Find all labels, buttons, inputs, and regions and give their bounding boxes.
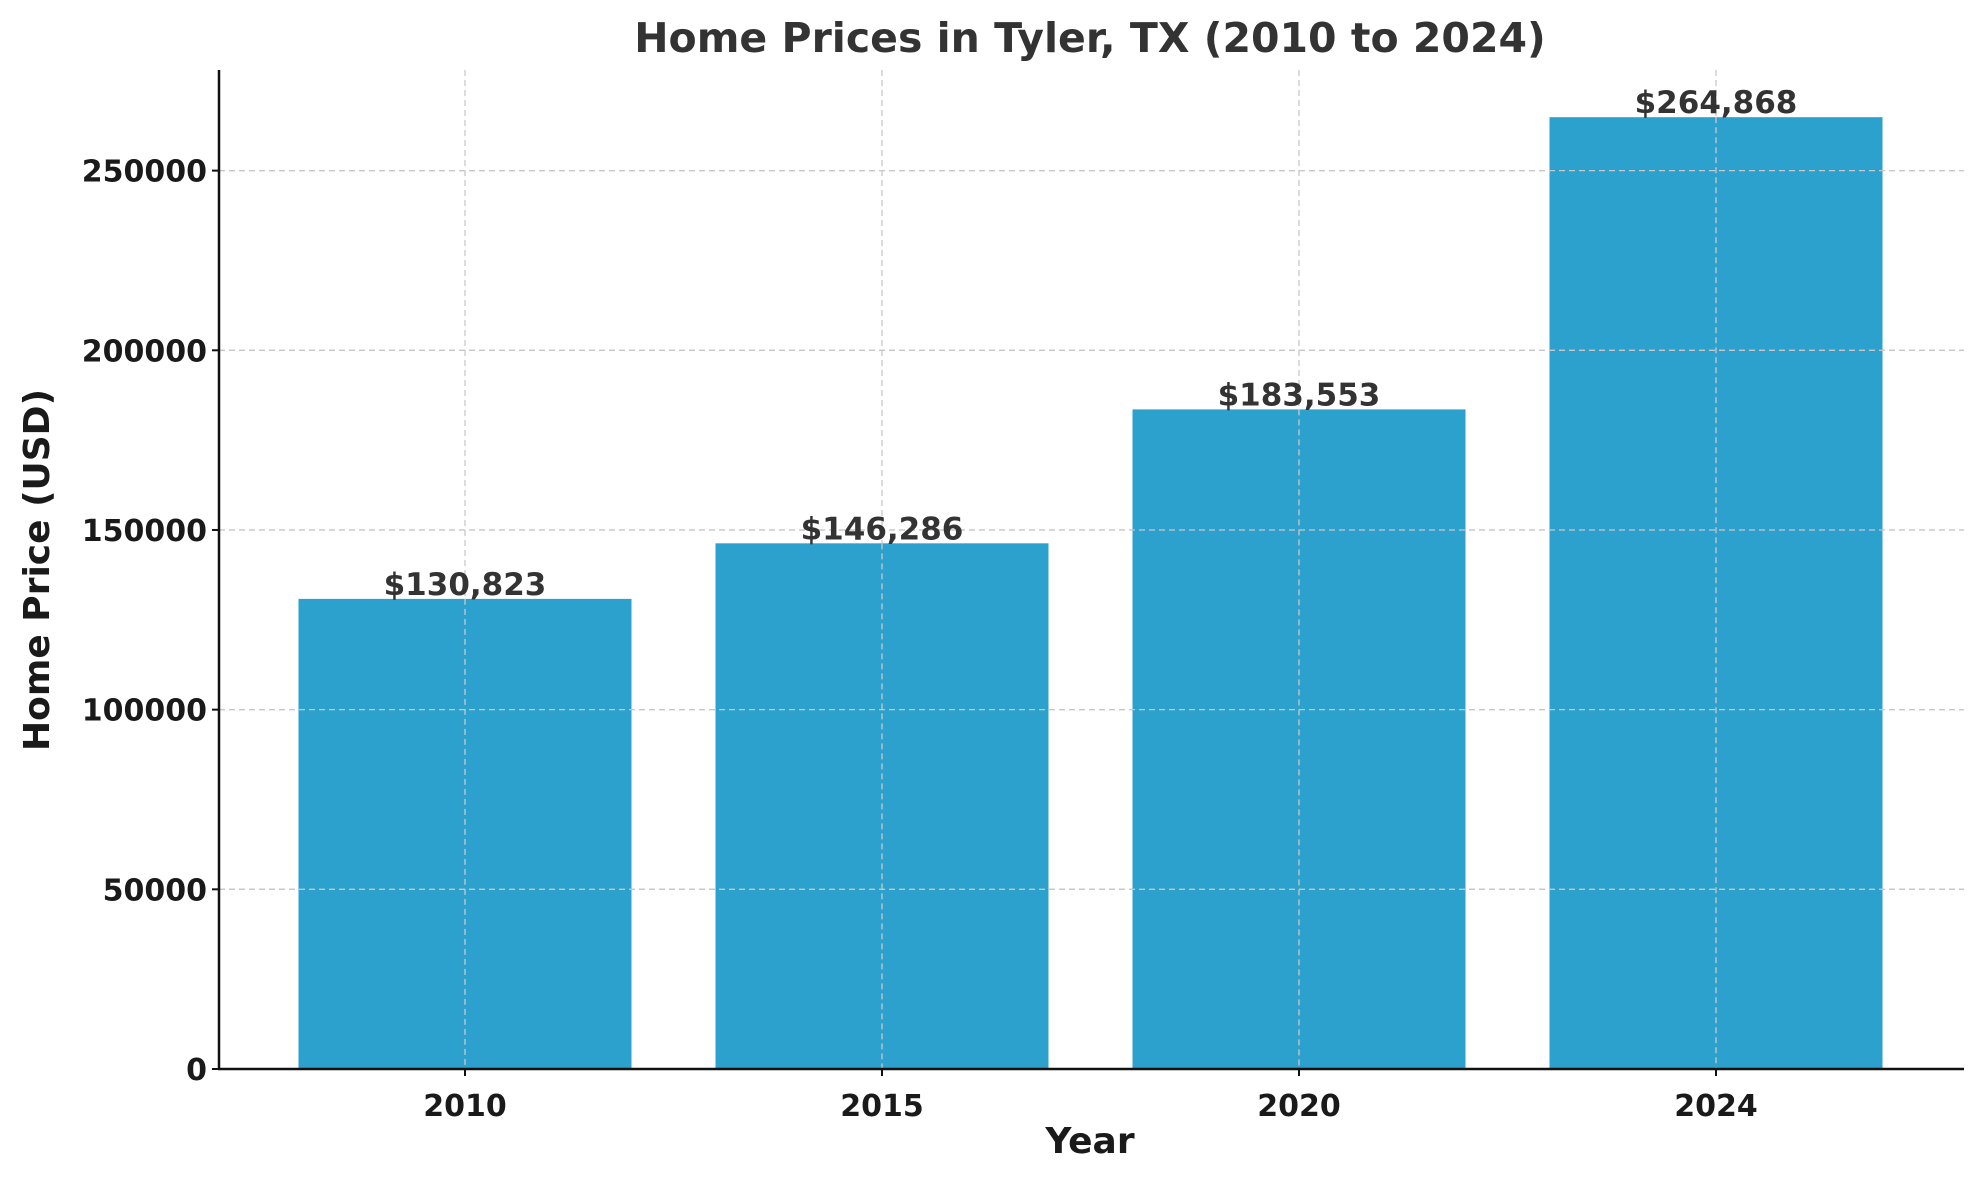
y-tick-label: 50000: [103, 873, 207, 908]
bar-value-label: $183,553: [1218, 377, 1381, 413]
y-tick-label: 100000: [82, 694, 207, 729]
x-axis-label: Year: [1044, 1121, 1134, 1162]
y-tick-label: 150000: [82, 514, 207, 549]
x-tick-label: 2015: [840, 1089, 924, 1124]
bar-value-label: $146,286: [801, 511, 964, 547]
x-tick-label: 2024: [1674, 1089, 1758, 1124]
y-axis-label: Home Price (USD): [17, 389, 58, 751]
bars-layer: [219, 117, 1964, 1069]
y-tick-label: 200000: [82, 334, 207, 369]
bar-value-label: $264,868: [1635, 85, 1798, 121]
bar-value-label: $130,823: [384, 567, 547, 603]
y-tick-label: 0: [186, 1053, 207, 1088]
data-labels-layer: $130,823 $146,286 $183,553 $264,868: [384, 85, 1798, 603]
bar: [1132, 409, 1466, 1069]
ticks-layer: 0 50000 100000 150000 200000 250000 2010 2015 20…: [82, 155, 1758, 1124]
chart-title: Home Prices in Tyler, TX (2010 to 2024): [634, 14, 1546, 62]
y-tick-label: 250000: [82, 155, 207, 190]
axes-layer: [217, 70, 1964, 1071]
x-tick-label: 2010: [423, 1089, 507, 1124]
x-tick-label: 2020: [1257, 1089, 1341, 1124]
